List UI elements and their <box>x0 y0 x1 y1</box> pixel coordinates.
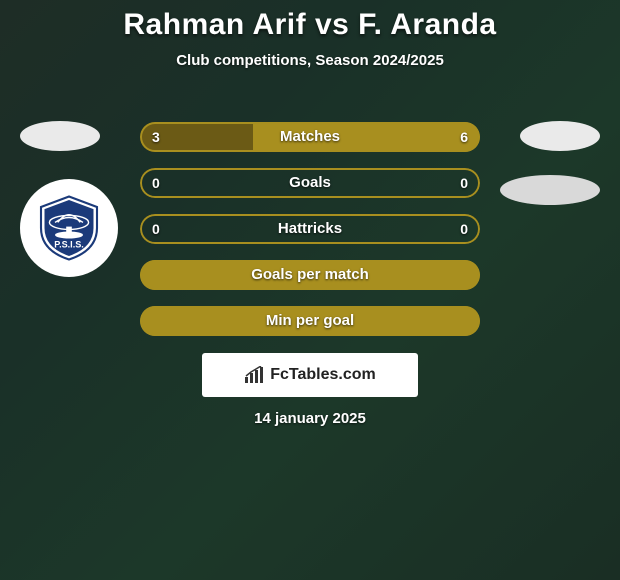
stat-rows: Matches36Goals00Hattricks00Goals per mat… <box>140 122 480 352</box>
stat-row: Goals per match <box>140 260 480 290</box>
stat-value-right: 0 <box>460 214 468 244</box>
stat-value-left: 0 <box>152 214 160 244</box>
stat-label: Matches <box>140 122 480 152</box>
stat-label: Hattricks <box>140 214 480 244</box>
svg-text:P.S.I.S.: P.S.I.S. <box>54 240 84 250</box>
brand-badge: FcTables.com <box>202 353 418 397</box>
psis-logo-icon: P.S.I.S. <box>34 193 104 263</box>
stat-row: Matches3 6 <box>140 122 480 152</box>
stat-row: Goals0 0 <box>140 168 480 198</box>
date-label: 14 january 2025 <box>0 410 620 427</box>
club-right-badge <box>500 175 600 205</box>
page-title: Rahman Arif vs F. Aranda <box>0 0 620 42</box>
stat-value-left: 3 <box>152 122 160 152</box>
club-left-badge: P.S.I.S. <box>20 179 118 277</box>
stat-value-right: 0 <box>460 168 468 198</box>
stat-label: Goals <box>140 168 480 198</box>
stat-row: Min per goal <box>140 306 480 336</box>
player-right-avatar <box>520 121 600 151</box>
stat-label: Min per goal <box>140 306 480 336</box>
stat-value-left: 0 <box>152 168 160 198</box>
page-subtitle: Club competitions, Season 2024/2025 <box>0 52 620 69</box>
stat-label: Goals per match <box>140 260 480 290</box>
player-left-avatar <box>20 121 100 151</box>
stat-row: Hattricks0 0 <box>140 214 480 244</box>
stat-value-right: 6 <box>460 122 468 152</box>
chart-icon <box>244 366 264 384</box>
brand-text: FcTables.com <box>270 366 376 384</box>
